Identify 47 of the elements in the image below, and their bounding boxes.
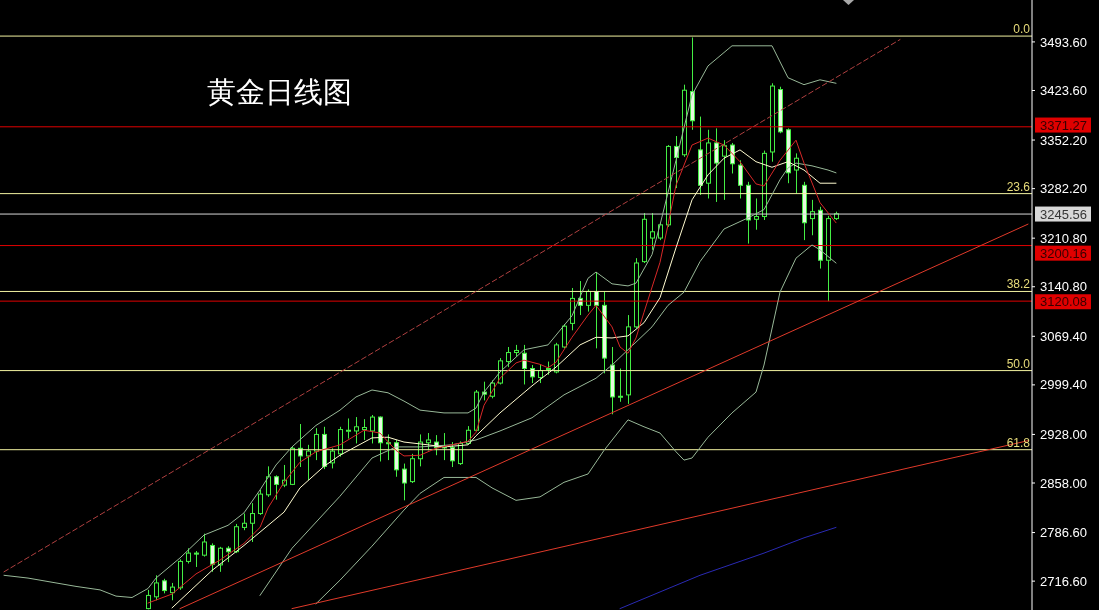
candlestick — [258, 489, 263, 516]
ref-line-label: 3371.27 — [1040, 117, 1087, 133]
y-tick-label: 3140.80 — [1040, 279, 1087, 295]
y-tick-label: 2716.60 — [1040, 573, 1087, 589]
y-tick-label: 3069.40 — [1040, 328, 1087, 344]
candlestick — [154, 574, 159, 601]
candlestick — [362, 418, 367, 441]
y-tick-label: 2928.00 — [1040, 427, 1087, 443]
y-tick-label: 3423.60 — [1040, 83, 1087, 99]
candlestick — [306, 444, 311, 481]
candlestick — [402, 463, 407, 501]
candlestick — [754, 197, 759, 231]
y-tick-label: 2999.40 — [1040, 377, 1087, 393]
candlestick — [450, 441, 455, 468]
candlestick — [618, 368, 623, 403]
candlestick — [354, 416, 359, 444]
candlestick — [274, 474, 279, 501]
y-tick-label: 3282.20 — [1040, 181, 1087, 197]
annotation: 38.2 — [1006, 277, 1031, 292]
text: 黄金日线图 — [207, 75, 352, 109]
candlestick — [298, 423, 303, 468]
candlestick — [266, 465, 271, 498]
line-series — [619, 526, 837, 610]
ref-line-label: 3245.56 — [1040, 206, 1087, 222]
candlestick — [314, 427, 319, 461]
y-tick-label: 2786.60 — [1040, 525, 1087, 541]
candlestick — [738, 159, 743, 199]
line-series — [315, 244, 837, 605]
y-tick-label: 3210.80 — [1040, 230, 1087, 246]
candlestick — [722, 139, 727, 201]
ref-line-label: 3200.16 — [1040, 245, 1087, 261]
annotation: 23.6 — [1006, 179, 1031, 194]
candlestick — [250, 502, 255, 543]
y-tick-label: 2858.00 — [1040, 475, 1087, 491]
candlestick — [714, 127, 719, 203]
candlestick — [210, 542, 215, 573]
y-tick-label: 3352.20 — [1040, 132, 1087, 148]
annotation: 50.0 — [1006, 356, 1031, 371]
candlestick — [370, 414, 375, 444]
candlestick — [506, 346, 511, 368]
candlestick — [522, 344, 527, 385]
ref-line-label: 3120.08 — [1040, 294, 1087, 310]
candlestick — [650, 212, 655, 251]
candlestick — [410, 453, 415, 484]
y-tick-label: 3493.60 — [1040, 34, 1087, 50]
candlestick — [346, 417, 351, 440]
annotation: 0.0 — [1013, 22, 1031, 37]
